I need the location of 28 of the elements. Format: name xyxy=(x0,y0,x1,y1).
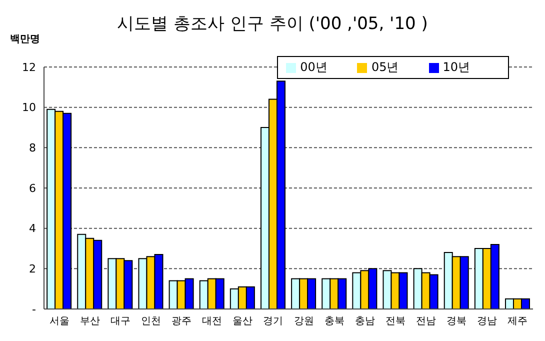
x-tick-label: 강원 xyxy=(294,316,314,328)
chart-title: 시도별 총조사 인구 추이 ('00 ,'05, '10 ) xyxy=(116,13,429,35)
y-tick-label: - xyxy=(32,302,36,316)
x-tick-label: 경남 xyxy=(477,316,498,328)
legend-label: 05년 xyxy=(371,60,399,74)
y-tick-label: 10 xyxy=(22,101,36,114)
x-tick-label: 광주 xyxy=(172,316,192,328)
x-tick-label: 대전 xyxy=(202,316,222,328)
x-tick-label: 경기 xyxy=(263,316,284,328)
x-tick-label: 울산 xyxy=(232,316,253,328)
x-tick-label: 인천 xyxy=(140,316,161,328)
legend-label: 10년 xyxy=(442,60,470,74)
y-axis-title: 백만명 xyxy=(10,33,40,46)
x-tick-label: 대구 xyxy=(110,316,130,328)
x-tick-label: 충북 xyxy=(324,316,344,328)
x-tick-label: 경북 xyxy=(446,316,467,328)
y-tick-label: 8 xyxy=(29,142,36,155)
y-tick-label: 4 xyxy=(29,222,36,236)
x-tick-label: 서울 xyxy=(49,316,70,328)
x-tick-label: 제주 xyxy=(508,316,528,328)
x-tick-label: 전북 xyxy=(385,316,406,328)
x-tick-label: 부산 xyxy=(80,316,100,328)
y-tick-label: 12 xyxy=(22,60,36,74)
x-tick-label: 충남 xyxy=(354,316,375,328)
legend-label: 00년 xyxy=(300,60,328,74)
y-tick-label: 6 xyxy=(29,182,36,195)
x-tick-label: 전남 xyxy=(416,316,436,328)
y-tick-label: 2 xyxy=(29,262,36,276)
